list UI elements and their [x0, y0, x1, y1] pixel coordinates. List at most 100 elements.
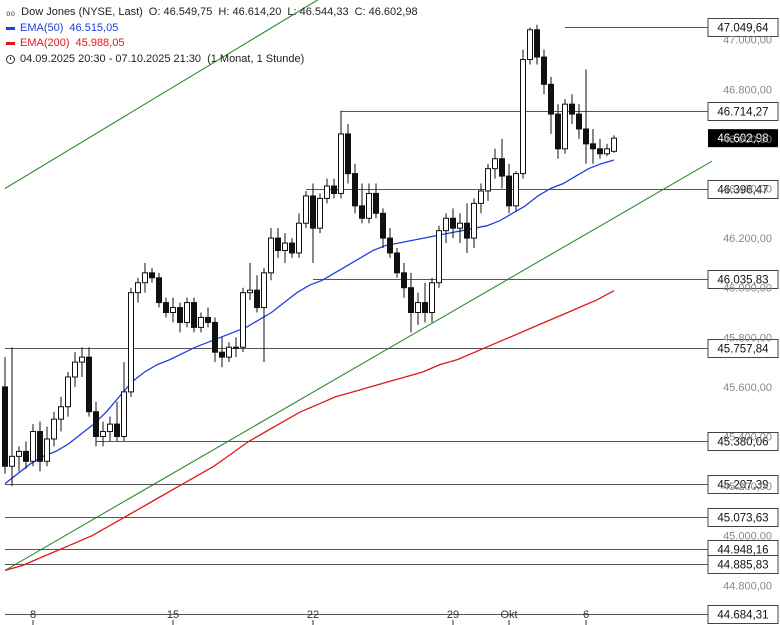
candle-35	[247, 262, 253, 301]
y-tick-label-2: 46.600,00	[723, 134, 772, 146]
candle-69	[485, 163, 491, 201]
legend-ema200: EMA(200) 45.988,05	[6, 36, 424, 52]
candle-body-10	[72, 361, 78, 378]
candle-body-7	[51, 418, 57, 440]
candle-body-86	[604, 148, 610, 155]
candle-81	[569, 94, 575, 125]
ema50-label: EMA(50)	[20, 21, 64, 34]
candle-20	[142, 262, 148, 293]
candle-body-77	[541, 56, 547, 85]
candle-body-49	[345, 133, 351, 175]
candle-body-36	[254, 289, 260, 309]
candle-body-62	[436, 230, 442, 284]
candle-16	[114, 401, 120, 442]
candle-body-50	[352, 173, 358, 207]
candle-67	[471, 198, 477, 249]
candle-body-37	[261, 272, 267, 309]
candle-74	[520, 49, 526, 179]
candle-76	[534, 24, 540, 65]
candle-87	[611, 135, 617, 153]
legend-ema50: EMA(50) 46.515,05	[6, 21, 424, 37]
candle-body-69	[485, 168, 491, 192]
candle-13	[93, 401, 99, 447]
candle-body-14	[100, 431, 106, 438]
candle-36	[254, 275, 260, 313]
candle-body-19	[135, 282, 141, 294]
y-tick-label-10: 45.000,00	[723, 531, 772, 543]
candle-14	[100, 421, 106, 447]
candle-11	[79, 347, 85, 377]
candle-body-80	[562, 103, 568, 150]
candle-body-30	[212, 321, 218, 353]
level-label-10: 44.684,31	[717, 610, 768, 622]
level-label-8: 44.948,16	[717, 545, 768, 557]
level-box-7	[707, 508, 779, 527]
candle-23	[163, 297, 169, 318]
candle-82	[576, 104, 582, 139]
candle-body-46	[324, 185, 330, 199]
candle-48	[338, 110, 344, 199]
candle-42	[296, 213, 302, 258]
candle-5	[37, 421, 43, 472]
candle-body-52	[366, 192, 372, 219]
trendline-1	[4, 160, 713, 571]
candle-79	[555, 104, 561, 159]
candle-10	[72, 352, 78, 387]
trendline-0	[4, 0, 319, 189]
candle-57	[401, 262, 407, 298]
candle-body-6	[44, 438, 50, 462]
candle-body-81	[569, 103, 575, 115]
candle-body-21	[149, 272, 155, 279]
candle-71	[499, 138, 505, 189]
y-tick-label-8: 45.400,00	[723, 432, 772, 444]
candle-32	[226, 342, 232, 363]
candle-body-38	[268, 237, 274, 274]
y-tick-label-7: 45.600,00	[723, 382, 772, 394]
candle-body-33	[233, 346, 239, 349]
ema200-value: 45.988,05	[75, 37, 125, 49]
candle-body-29	[205, 316, 211, 323]
candle-body-83	[583, 128, 589, 145]
y-tick-label-9: 45.200,00	[723, 481, 772, 493]
candle-19	[135, 277, 141, 303]
candle-59	[415, 292, 421, 325]
candle-38	[268, 228, 274, 281]
candle-body-31	[219, 351, 225, 358]
candle-body-70	[492, 158, 498, 170]
period-interval: (1 Monat, 1 Stunde)	[207, 52, 305, 65]
candle-body-53	[373, 192, 379, 214]
candle-body-57	[401, 272, 407, 289]
y-tick-label-4: 46.200,00	[723, 233, 772, 245]
level-label-6: 45.207,39	[717, 480, 768, 492]
candle-body-4	[30, 431, 36, 462]
candle-body-1	[9, 455, 15, 467]
level-box-1	[707, 102, 779, 121]
candle-body-5	[37, 431, 43, 462]
candle-body-82	[576, 113, 582, 130]
level-label-0: 47.049,64	[717, 23, 769, 35]
candle-80	[562, 99, 568, 154]
candle-body-13	[93, 411, 99, 438]
candle-85	[597, 138, 603, 159]
candle-body-28	[198, 316, 204, 328]
candle-7	[51, 411, 57, 447]
y-tick-label-6: 45.800,00	[723, 332, 772, 344]
candle-66	[464, 203, 470, 253]
x-axis: 8 15 22 29 Okt 6	[30, 609, 589, 625]
candle-3	[23, 441, 29, 469]
candle-body-16	[114, 423, 120, 438]
y-tick-label-11: 44.800,00	[723, 580, 772, 592]
candle-body-74	[520, 59, 526, 175]
y-tick-label-5: 46.000,00	[723, 283, 772, 295]
candle-50	[352, 163, 358, 214]
candlesticks	[2, 24, 617, 487]
level-label-4: 45.757,84	[717, 344, 769, 356]
candle-body-15	[107, 423, 113, 433]
candle-body-26	[184, 302, 190, 323]
candle-body-71	[499, 158, 505, 177]
candle-body-79	[555, 113, 561, 150]
candle-83	[583, 69, 589, 164]
candle-52	[366, 183, 372, 224]
candle-6	[44, 426, 50, 467]
